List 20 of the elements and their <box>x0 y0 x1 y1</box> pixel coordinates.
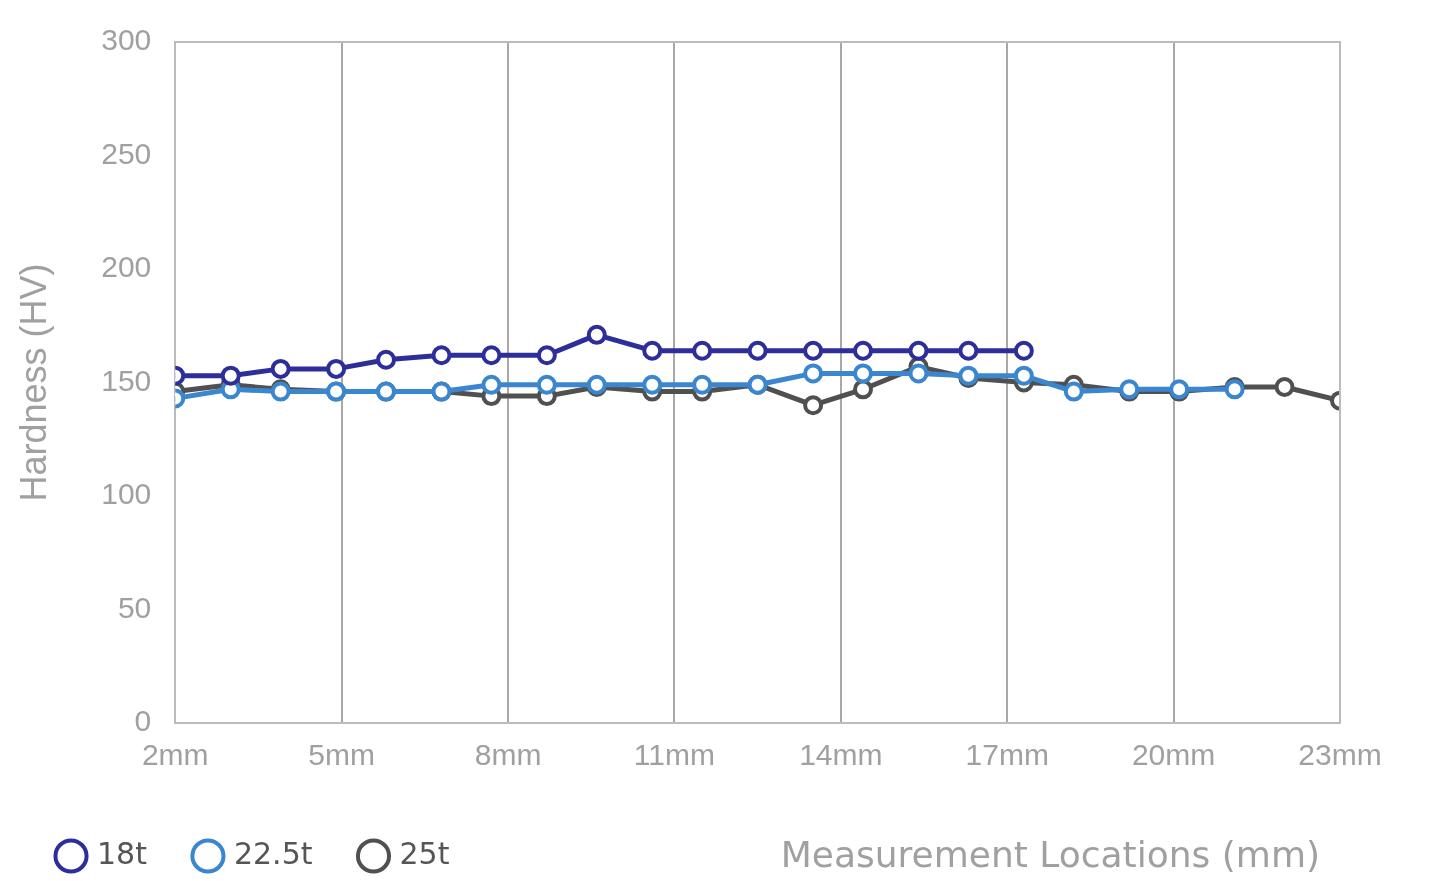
x-tick-label: 17mm <box>965 738 1049 772</box>
x-tick-label: 5mm <box>308 738 375 772</box>
y-tick-label: 200 <box>101 250 152 284</box>
legend-label: 22.5t <box>233 835 313 871</box>
y-tick-label: 100 <box>101 477 152 511</box>
x-axis-title: Measurement Locations (mm) <box>780 834 1320 875</box>
y-tick-label: 300 <box>101 23 152 57</box>
x-tick-label: 8mm <box>474 738 542 772</box>
x-tick-label: 2mm <box>141 738 209 772</box>
y-tick-label: 150 <box>101 363 152 397</box>
y-tick-label: 50 <box>117 590 152 624</box>
x-tick-label: 11mm <box>633 738 715 772</box>
y-tick-label: 0 <box>134 704 152 738</box>
x-tick-label: 20mm <box>1131 738 1216 772</box>
y-axis-title: Hardness (HV) <box>12 263 54 502</box>
legend-label: 18t <box>97 835 148 871</box>
legend-label: 25t <box>399 835 450 871</box>
x-tick-label: 14mm <box>799 738 883 772</box>
x-tick-label: 23mm <box>1298 738 1382 772</box>
y-tick-label: 250 <box>101 136 152 170</box>
